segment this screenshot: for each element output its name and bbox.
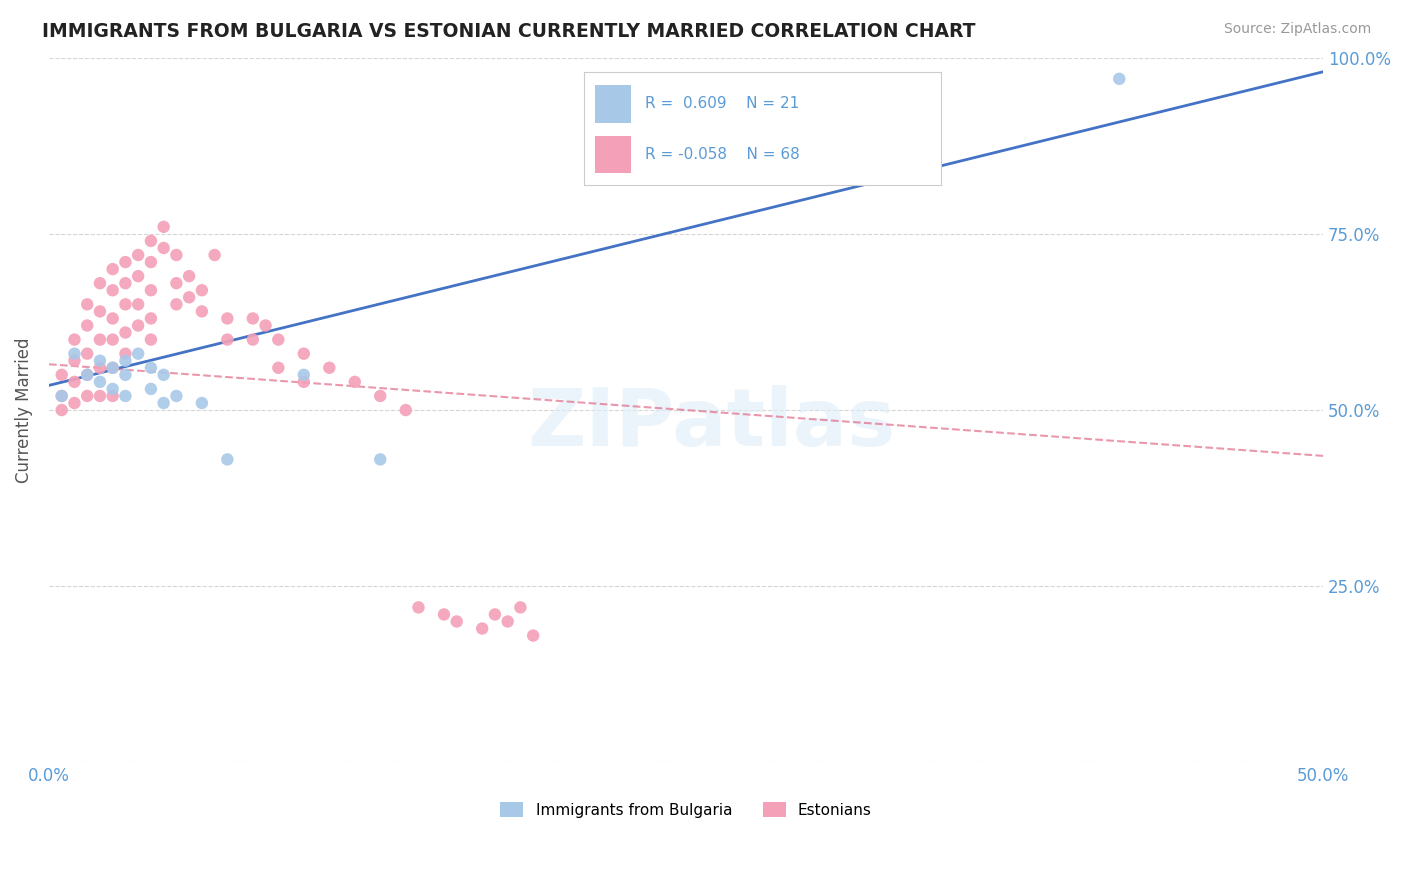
Point <box>76 297 98 311</box>
Point <box>76 389 98 403</box>
Point <box>101 360 124 375</box>
Point <box>127 297 149 311</box>
Point <box>484 607 506 622</box>
Point <box>242 333 264 347</box>
Point <box>114 255 136 269</box>
Point <box>114 368 136 382</box>
Point <box>343 375 366 389</box>
Point <box>89 389 111 403</box>
Point <box>191 283 214 297</box>
Point <box>76 318 98 333</box>
Point <box>408 600 430 615</box>
Point <box>89 353 111 368</box>
Point <box>101 389 124 403</box>
Point <box>101 333 124 347</box>
Point <box>101 382 124 396</box>
Point <box>179 290 201 304</box>
Point <box>139 255 162 269</box>
Point <box>254 318 277 333</box>
Point <box>114 276 136 290</box>
Point <box>89 333 111 347</box>
Point <box>139 382 162 396</box>
Point <box>152 368 174 382</box>
Point <box>127 269 149 284</box>
Point <box>496 615 519 629</box>
Legend: Immigrants from Bulgaria, Estonians: Immigrants from Bulgaria, Estonians <box>494 794 879 825</box>
Point <box>522 629 544 643</box>
Point <box>217 333 239 347</box>
Point <box>51 389 73 403</box>
Point <box>63 353 86 368</box>
Point <box>51 389 73 403</box>
Point <box>63 346 86 360</box>
Point <box>114 297 136 311</box>
Point <box>191 396 214 410</box>
Point <box>114 326 136 340</box>
Point <box>101 262 124 277</box>
Point <box>509 600 531 615</box>
Text: IMMIGRANTS FROM BULGARIA VS ESTONIAN CURRENTLY MARRIED CORRELATION CHART: IMMIGRANTS FROM BULGARIA VS ESTONIAN CUR… <box>42 22 976 41</box>
Point <box>152 219 174 234</box>
Point <box>1108 71 1130 86</box>
Point <box>165 389 187 403</box>
Point <box>152 241 174 255</box>
Point <box>63 333 86 347</box>
Point <box>101 311 124 326</box>
Point <box>292 375 315 389</box>
Point <box>63 375 86 389</box>
Point <box>89 360 111 375</box>
Point <box>139 234 162 248</box>
Point <box>51 403 73 417</box>
Point <box>217 311 239 326</box>
Point <box>114 389 136 403</box>
Point <box>51 368 73 382</box>
Point <box>191 304 214 318</box>
Point <box>433 607 456 622</box>
Point <box>76 346 98 360</box>
Point <box>204 248 226 262</box>
Point <box>114 353 136 368</box>
Text: Source: ZipAtlas.com: Source: ZipAtlas.com <box>1223 22 1371 37</box>
Point <box>152 396 174 410</box>
Text: ZIPatlas: ZIPatlas <box>527 385 896 463</box>
Point <box>114 346 136 360</box>
Point <box>267 333 290 347</box>
Point <box>318 360 340 375</box>
Point <box>101 360 124 375</box>
Point <box>63 396 86 410</box>
Point <box>139 283 162 297</box>
Point <box>76 368 98 382</box>
Point <box>165 297 187 311</box>
Point <box>368 389 391 403</box>
Point <box>292 368 315 382</box>
Point <box>179 269 201 284</box>
Point <box>139 360 162 375</box>
Point <box>368 452 391 467</box>
Point <box>395 403 418 417</box>
Point <box>217 452 239 467</box>
Point <box>242 311 264 326</box>
Point <box>165 248 187 262</box>
Point <box>127 346 149 360</box>
Point <box>165 276 187 290</box>
Point <box>76 368 98 382</box>
Point <box>89 276 111 290</box>
Point <box>127 248 149 262</box>
Point <box>471 622 494 636</box>
Point <box>267 360 290 375</box>
Point <box>139 311 162 326</box>
Point <box>446 615 468 629</box>
Point <box>101 283 124 297</box>
Y-axis label: Currently Married: Currently Married <box>15 337 32 483</box>
Point <box>292 346 315 360</box>
Point <box>89 375 111 389</box>
Point <box>139 333 162 347</box>
Point <box>127 318 149 333</box>
Point <box>89 304 111 318</box>
